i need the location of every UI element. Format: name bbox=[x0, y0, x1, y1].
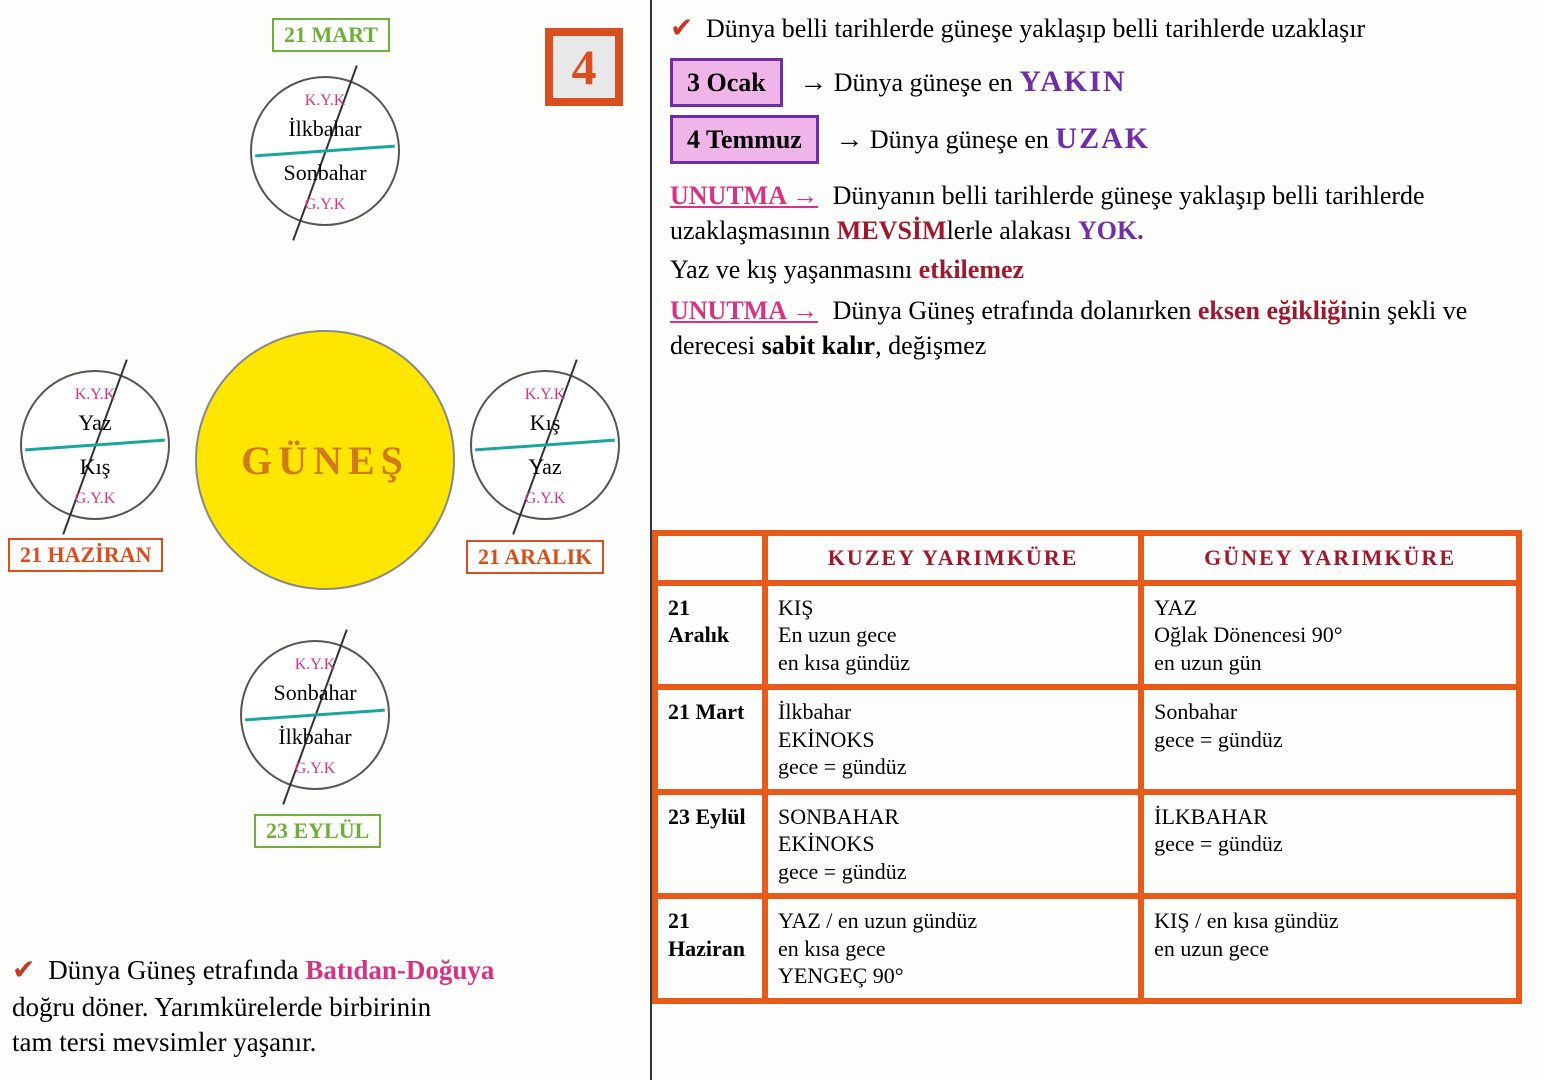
page-number-stamp: 4 bbox=[545, 28, 623, 106]
diagram-panel: 4 GÜNEŞ 21 MART K.Y.K İlkbahar Sonbahar … bbox=[0, 0, 640, 1080]
unutma-label: UNUTMA → bbox=[670, 181, 818, 210]
table-head-north: KUZEY YARIMKÜRE bbox=[765, 533, 1141, 583]
hemi-s: G.Y.K bbox=[252, 196, 398, 214]
table-head-south: GÜNEY YARIMKÜRE bbox=[1141, 533, 1519, 583]
table-row: 21 Mart İlkbaharEKİNOKSgece = gündüz Son… bbox=[655, 687, 1519, 792]
date-label-top: 21 MART bbox=[272, 18, 390, 52]
season-upper: İlkbahar bbox=[252, 116, 398, 142]
date-label-left: 21 HAZİRAN bbox=[8, 538, 163, 572]
date-box-jan: 3 Ocak bbox=[670, 58, 783, 107]
hemi-n: K.Y.K bbox=[252, 92, 398, 110]
check-icon: ✔ bbox=[670, 10, 693, 48]
earth-top: K.Y.K İlkbahar Sonbahar G.Y.K bbox=[250, 76, 400, 226]
date-label-right: 21 ARALIK bbox=[466, 540, 604, 574]
table-row: 23 Eylül SONBAHAREKİNOKSgece = gündüz İL… bbox=[655, 792, 1519, 897]
hemisphere-table: KUZEY YARIMKÜRE GÜNEY YARIMKÜRE 21 Aralı… bbox=[652, 530, 1522, 1004]
notes-panel: ✔ Dünya belli tarihlerde güneşe yaklaşıp… bbox=[650, 0, 1540, 1080]
table-row: 21 Aralık KIŞEn uzun geceen kısa gündüz … bbox=[655, 583, 1519, 688]
check-icon: ✔ bbox=[12, 953, 35, 989]
season-lower: Sonbahar bbox=[252, 160, 398, 186]
sun-circle: GÜNEŞ bbox=[195, 330, 455, 590]
date-label-bottom: 23 EYLÜL bbox=[254, 814, 381, 848]
sun-label: GÜNEŞ bbox=[241, 437, 409, 484]
earth-right: K.Y.K Kış Yaz G.Y.K bbox=[470, 370, 620, 520]
earth-left: K.Y.K Yaz Kış G.Y.K bbox=[20, 370, 170, 520]
date-box-jul: 4 Temmuz bbox=[670, 115, 819, 164]
table-row: 21 Haziran YAZ / en uzun gündüzen kısa g… bbox=[655, 896, 1519, 1001]
bottom-note: ✔ Dünya Güneş etrafında Batıdan-Doğuya d… bbox=[12, 953, 632, 1060]
earth-bottom: K.Y.K Sonbahar İlkbahar G.Y.K bbox=[240, 640, 390, 790]
